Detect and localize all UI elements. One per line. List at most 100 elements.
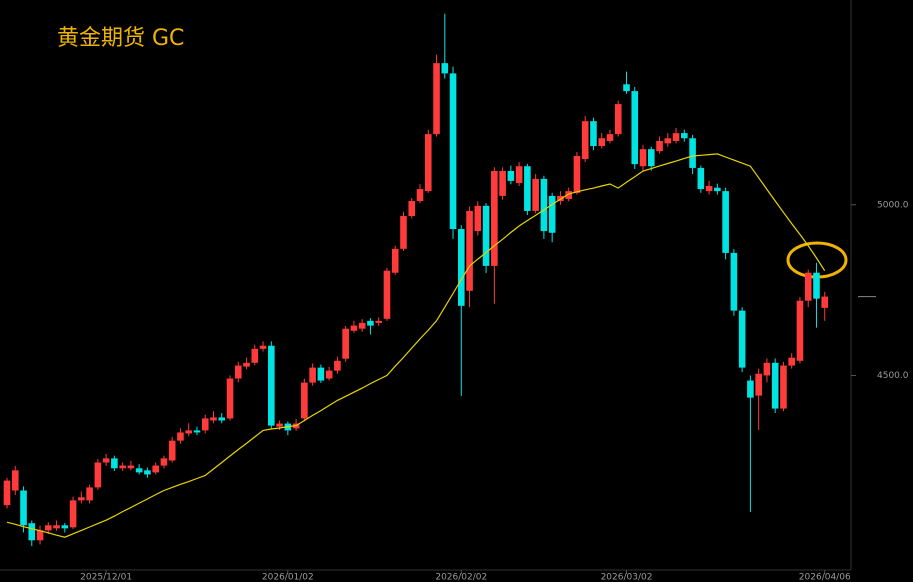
candle-body [548,195,556,233]
candle-body [268,345,275,426]
candle-body [590,121,597,147]
candle-body [730,252,738,311]
candle-body [738,310,746,368]
candle-body [458,229,465,306]
candle-body [350,325,358,331]
candle-body [598,138,606,147]
candle-body [623,84,630,92]
candle-body [135,468,143,473]
candle-body [631,91,639,165]
candle-body [656,140,663,152]
candle-body [614,104,622,135]
candle-body [53,525,60,529]
candle-body [168,440,176,461]
moving-average-line [6,153,826,538]
candle-body [152,465,159,473]
candle-body [185,430,193,434]
candle-body [474,205,482,232]
x-tick-label: 2025/12/01 [80,573,132,582]
candle-body [763,362,771,376]
candle-body [20,490,27,526]
candle-body [780,365,787,409]
candle-body [86,487,93,501]
candle-body [383,270,391,319]
candle-body [367,320,374,326]
y-tick-label: 4500.0 [877,371,909,381]
candle-body [276,423,283,427]
candle-body [243,362,250,367]
candle-body [301,382,308,419]
chart-title: 黄金期货 GC [57,26,184,51]
candle-body [705,186,713,192]
candle-body [714,187,721,192]
candle-body [408,201,416,217]
candle-body [466,210,473,291]
candle-body [565,191,572,199]
candle-body [515,166,523,183]
candle-body [391,248,399,273]
candle-body [697,167,705,190]
candle-body [424,134,432,192]
candle-body [747,380,754,398]
candle-body [532,178,539,211]
candle-body [309,367,316,383]
candle-body [102,458,110,463]
candle-body [69,500,77,528]
candle-body [796,300,804,361]
candle-body [160,458,168,466]
candle-body [540,178,548,232]
candle-body [821,296,829,308]
candle-body [449,73,457,230]
candle-body [334,360,341,371]
candle-body [573,155,581,193]
candle-body [606,134,614,141]
candle-body [210,417,217,421]
candle-body [433,63,440,135]
candle-body [681,133,688,139]
candle-body [507,171,515,181]
candle-body [11,470,19,491]
candle-body [416,189,424,202]
candle-body [61,525,69,529]
x-tick-label: 2026/01/02 [262,573,314,582]
candle-body [813,272,820,299]
candle-body [201,418,209,431]
candle-body [491,171,498,266]
candle-body [226,378,234,419]
candle-body [127,465,135,469]
candle-body [788,357,795,366]
candle-body [689,138,696,168]
candle-body [36,530,44,541]
candle-body [664,138,672,144]
highlight-circle [786,241,848,279]
candle-body [78,497,85,501]
x-tick-label: 2026/03/02 [601,573,653,582]
candle-body [755,373,762,396]
candle-body [119,465,126,469]
y-tick-label: 5000.0 [877,200,909,210]
candle-body [342,328,349,359]
candle-body [177,432,184,441]
candle-body [94,462,102,488]
candle-body [45,525,52,531]
candle-body [557,195,564,202]
candle-body [722,191,729,253]
x-tick-label: 2026/02/02 [435,573,487,582]
candle-body [400,216,407,249]
candle-body [3,480,11,506]
candle-body [28,523,36,541]
candle-body [375,320,382,323]
candle-body [482,205,490,266]
candle-body [499,171,506,196]
candle-body [441,63,449,74]
candle-body [144,470,151,475]
candle-body [647,149,655,167]
candle-body [317,367,325,381]
candle-body [251,348,259,363]
candle-body [672,133,680,141]
candle-body [581,121,589,160]
candle-body [218,417,226,421]
candle-body [804,272,812,301]
candle-body [193,430,201,433]
